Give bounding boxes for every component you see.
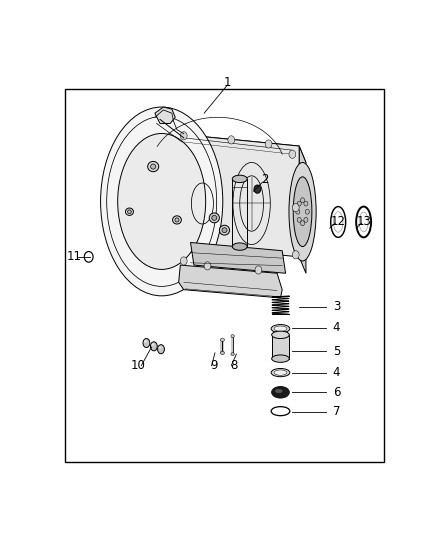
Ellipse shape [271, 368, 290, 377]
Ellipse shape [220, 338, 224, 342]
Circle shape [289, 150, 296, 158]
Text: 11: 11 [67, 251, 82, 263]
Ellipse shape [209, 213, 219, 223]
Text: 10: 10 [131, 359, 145, 372]
Ellipse shape [222, 228, 227, 232]
Ellipse shape [151, 164, 156, 169]
Ellipse shape [143, 338, 150, 348]
Text: 6: 6 [333, 386, 340, 399]
Text: 9: 9 [210, 359, 217, 372]
Circle shape [305, 209, 309, 214]
Text: 13: 13 [357, 215, 372, 228]
Circle shape [265, 140, 272, 148]
Text: 1: 1 [223, 76, 231, 89]
Ellipse shape [127, 210, 131, 214]
Bar [231, 336, 234, 354]
Text: 2: 2 [261, 173, 268, 186]
Text: 3: 3 [333, 301, 340, 313]
Circle shape [304, 201, 308, 206]
Circle shape [180, 132, 187, 140]
Ellipse shape [272, 386, 290, 398]
Ellipse shape [158, 345, 164, 354]
Circle shape [293, 204, 299, 212]
Ellipse shape [101, 107, 223, 296]
Circle shape [300, 198, 304, 203]
Circle shape [296, 209, 300, 214]
Polygon shape [191, 243, 286, 273]
Ellipse shape [271, 325, 290, 333]
Text: 5: 5 [333, 345, 340, 358]
Text: 4: 4 [333, 321, 340, 334]
Circle shape [304, 217, 308, 222]
Circle shape [293, 251, 299, 259]
Circle shape [297, 217, 301, 222]
Circle shape [254, 185, 261, 193]
Ellipse shape [151, 342, 157, 351]
Ellipse shape [220, 351, 224, 354]
Ellipse shape [148, 161, 159, 172]
Ellipse shape [231, 335, 234, 337]
Ellipse shape [173, 216, 181, 224]
Ellipse shape [118, 133, 206, 269]
Ellipse shape [159, 346, 161, 349]
Text: 8: 8 [230, 359, 238, 372]
Text: 4: 4 [333, 366, 340, 379]
Polygon shape [173, 134, 306, 163]
Ellipse shape [231, 353, 234, 356]
Circle shape [204, 262, 211, 270]
Ellipse shape [232, 175, 247, 183]
Circle shape [228, 136, 235, 144]
Bar [272, 335, 290, 359]
Text: 7: 7 [333, 406, 340, 418]
Bar [220, 340, 224, 353]
Ellipse shape [275, 389, 283, 393]
Circle shape [255, 266, 262, 274]
Ellipse shape [212, 215, 217, 220]
Ellipse shape [272, 355, 290, 362]
Circle shape [300, 221, 304, 225]
Circle shape [180, 257, 187, 265]
Polygon shape [299, 146, 306, 273]
Ellipse shape [219, 225, 230, 235]
Circle shape [297, 201, 301, 206]
Polygon shape [155, 107, 175, 124]
Ellipse shape [152, 343, 154, 346]
Ellipse shape [125, 208, 134, 215]
Ellipse shape [289, 163, 316, 261]
Text: 12: 12 [331, 215, 346, 228]
Ellipse shape [144, 340, 147, 343]
Ellipse shape [274, 370, 287, 375]
Ellipse shape [232, 243, 247, 251]
Ellipse shape [175, 218, 179, 222]
Ellipse shape [272, 331, 290, 338]
Ellipse shape [274, 326, 287, 332]
Polygon shape [179, 265, 282, 298]
Ellipse shape [293, 177, 312, 247]
Polygon shape [173, 134, 299, 257]
